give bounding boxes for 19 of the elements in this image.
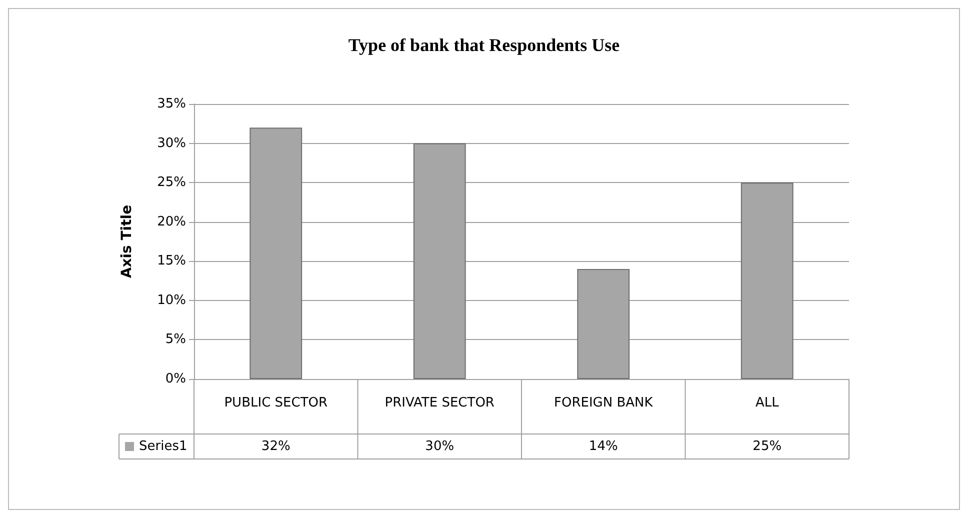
x-tick-label: ALL [755,396,780,410]
data-label: 25% [752,439,782,454]
y-tick-label: 35% [157,96,186,112]
data-label: 14% [588,439,618,454]
y-tick-label: 5% [165,332,186,348]
y-tick-label: 25% [157,175,186,190]
y-tick-label: 20% [157,214,186,230]
data-label: 30% [425,439,454,454]
chart-title: Type of bank that Respondents Use [348,35,620,55]
data-label: 32% [261,439,290,454]
legend-label: Series1 [139,439,188,454]
x-tick-label: PRIVATE SECTOR [384,396,494,410]
y-axis-title: Axis Title [119,204,135,278]
y-tick-label: 30% [157,136,186,151]
x-tick-label: FOREIGN BANK [554,396,654,410]
y-tick-label: 15% [157,254,186,269]
y-tick-label: 0% [165,372,186,386]
y-tick-label: 10% [157,292,186,308]
x-tick-label: PUBLIC SECTOR [224,396,328,410]
